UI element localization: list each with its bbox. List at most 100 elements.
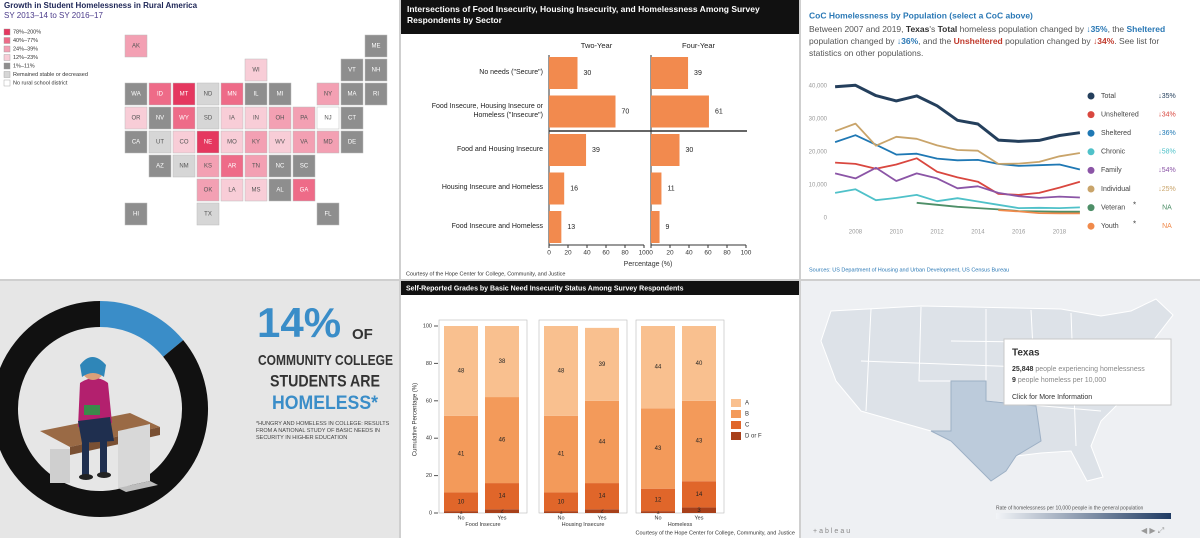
bar-segment (641, 326, 675, 409)
map-title: Growth in Student Homelessness in Rural … (4, 1, 198, 10)
y-tick-label: 10,000 (809, 183, 828, 189)
bar (549, 57, 578, 89)
bar-segment (682, 326, 716, 401)
state (268, 106, 292, 130)
x-tick-label: 60 (704, 250, 712, 257)
coc-line-chart: CoC Homelessness by Population (select a… (809, 10, 1176, 273)
description-part: , and the (918, 35, 954, 46)
value-label: 16 (570, 185, 578, 192)
state-label: AZ (156, 164, 164, 170)
segment-label: 41 (458, 452, 465, 458)
bar-segment (485, 326, 519, 398)
line (835, 157, 1081, 196)
change-label: ↓54% (1158, 167, 1176, 174)
category-label: Food Insecure and Homeless (451, 222, 543, 230)
value-label: 30 (686, 147, 694, 154)
state (220, 178, 244, 202)
state-label: MS (252, 188, 261, 194)
change-label: NA (1162, 204, 1172, 211)
y-tick-label: 60 (426, 398, 432, 404)
state (364, 82, 388, 106)
state (172, 106, 196, 130)
state (124, 34, 148, 58)
state-label: WA (131, 92, 140, 98)
line3: HOMELESS* (272, 393, 379, 414)
state (124, 82, 148, 106)
legend-swatch (3, 37, 11, 44)
x-tick-label: 2018 (1053, 230, 1067, 236)
y-tick-label: 40 (426, 436, 432, 442)
segment-label: 48 (458, 368, 465, 374)
legend-dot (1087, 92, 1095, 100)
legend-gradient (996, 513, 1171, 519)
state-label: UT (156, 140, 164, 146)
legend-label: Total (1101, 93, 1116, 100)
group-label: Food Insecure (465, 522, 501, 528)
segment-label: 12 (655, 497, 662, 503)
state (148, 82, 172, 106)
state-label: MA (348, 92, 357, 98)
bar-segment (444, 492, 478, 512)
bar-segment (544, 415, 578, 493)
state-label: ND (204, 92, 213, 98)
bar-segment (444, 511, 478, 513)
value-label: 61 (715, 108, 723, 115)
value-label: 70 (622, 108, 630, 115)
segment-label: 1 (459, 510, 463, 516)
bar-segment (641, 511, 675, 513)
state-label: OR (132, 116, 142, 122)
legend-swatch (731, 399, 741, 407)
legend-label: Individual (1101, 186, 1131, 193)
count: 25,848 (1012, 366, 1034, 373)
x-tick-label: 2014 (971, 230, 985, 236)
x-tick-label: 2016 (1012, 230, 1026, 236)
legend-dot (1087, 129, 1095, 137)
line (834, 188, 1080, 209)
state (292, 178, 316, 202)
state-label: AR (228, 164, 237, 170)
value-label: 30 (584, 70, 592, 77)
legend-note: * (1133, 219, 1136, 228)
description: Between 2007 and 2019, Texas's Total hom… (809, 24, 1189, 60)
state (148, 106, 172, 130)
state-label: IL (253, 92, 259, 98)
donut-segment (99, 301, 184, 358)
y-tick-label: 20,000 (809, 150, 828, 156)
legend-dot (1087, 222, 1095, 230)
description-part: Texas (905, 24, 930, 34)
state (340, 82, 364, 106)
bar (651, 172, 662, 205)
bar-segment (585, 483, 619, 510)
state (196, 178, 220, 202)
texas (930, 380, 1042, 482)
infographic-panel: 14% OF COMMUNITY COLLEGE STUDENTS ARE HOMELE… (0, 281, 399, 538)
state (364, 34, 388, 58)
state (172, 130, 196, 154)
state-label: AK (132, 44, 140, 50)
description-part: . See list for statistics on other popul… (809, 35, 1160, 58)
legend-label: C (745, 423, 750, 429)
legend-label: 1%–11% (13, 63, 35, 69)
bar (549, 172, 565, 205)
line (834, 83, 1081, 143)
description-part: population changed by (1002, 35, 1094, 46)
tooltip-link[interactable]: Click for More Information (1012, 394, 1092, 401)
segment-label: 38 (499, 359, 506, 365)
description-part: ↓35% (1086, 24, 1108, 34)
group-label: Homeless (667, 522, 693, 528)
state (364, 58, 388, 82)
x-tick-label: 80 (621, 250, 629, 257)
legend-dot (1087, 204, 1095, 212)
description-part: Unsheltered (953, 35, 1003, 46)
segment-label: 48 (558, 368, 565, 374)
change-label: ↓58% (1158, 149, 1176, 156)
grades-panel: Self-Reported Grades by Basic Need Insec… (401, 281, 799, 538)
legend-label: D or F (745, 434, 762, 440)
rural-map-panel: Growth in Student Homelessness in Rural … (0, 0, 399, 279)
x-tick-label: 0 (547, 250, 551, 257)
legend-swatch (731, 421, 741, 429)
bar (651, 134, 680, 166)
x-tick-label: Yes (598, 515, 607, 521)
legend-label: Veteran (1101, 204, 1125, 211)
nav-icons[interactable]: ◀ ▶ ⤢ (1141, 526, 1164, 535)
